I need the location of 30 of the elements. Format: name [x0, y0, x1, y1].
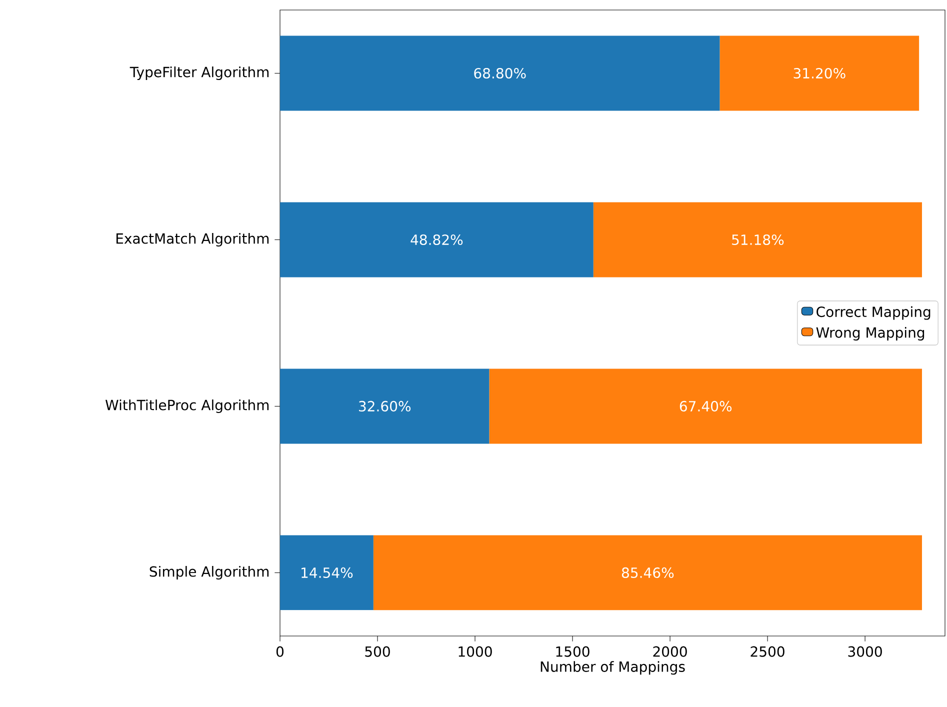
- y-tick-label: Simple Algorithm: [150, 566, 269, 580]
- y-tick-label: ExactMatch Algorithm: [116, 232, 269, 247]
- bar: [280, 535, 374, 610]
- x-tick-label: 1500: [556, 646, 590, 657]
- bar: [373, 535, 922, 610]
- annotation: 32.60%: [359, 400, 411, 412]
- annotation: 85.46%: [622, 567, 674, 578]
- annotation: 31.20%: [794, 68, 846, 79]
- x-tick-label: 500: [365, 646, 390, 657]
- annotation: 14.54%: [302, 567, 353, 578]
- bar: [720, 36, 920, 111]
- legend-label: Correct Mapping: [816, 306, 930, 320]
- x-tick-label: 0: [276, 646, 284, 657]
- y-tick-label: WithTitleProc Algorithm: [105, 399, 269, 414]
- bar: [280, 36, 720, 111]
- annotation: 51.18%: [732, 234, 784, 246]
- bar: [593, 202, 922, 278]
- y-tick-label: TypeFilter Algorithm: [130, 66, 269, 80]
- annotation: 48.82%: [410, 234, 463, 246]
- legend-label: Wrong Mapping: [816, 327, 924, 341]
- annotation: 68.80%: [474, 68, 526, 79]
- annotation: 67.40%: [680, 400, 732, 412]
- bar: [489, 368, 922, 444]
- x-tick-label: 3000: [848, 646, 882, 657]
- x-axis-title: Number of Mappings: [540, 661, 685, 675]
- x-tick-label: 2500: [750, 646, 784, 657]
- x-tick-label: 2000: [653, 646, 687, 657]
- x-tick-label: 1000: [458, 646, 492, 657]
- bar: [280, 368, 490, 444]
- bar: [280, 202, 594, 278]
